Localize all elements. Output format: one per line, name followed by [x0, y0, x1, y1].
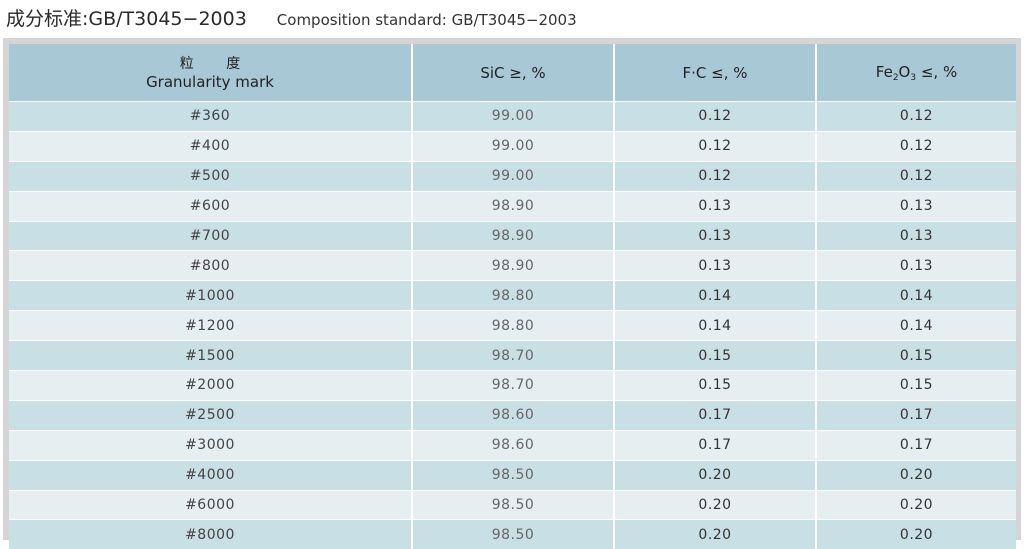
fe2o3-cell: 0.15: [816, 341, 1016, 371]
column-header-granularity-en: Granularity mark: [9, 73, 411, 91]
column-header-granularity: 粒 度 Granularity mark: [9, 44, 412, 102]
fc-cell: 0.13: [614, 191, 816, 221]
sic-cell: 98.50: [412, 520, 614, 549]
fe2o3-suffix: ≤, %: [916, 63, 957, 81]
fe2o3-cell: 0.13: [816, 221, 1016, 251]
fe2o3-cell: 0.20: [816, 490, 1016, 520]
sic-cell: 98.60: [412, 400, 614, 430]
fc-cell: 0.14: [614, 311, 816, 341]
sic-cell: 98.90: [412, 191, 614, 221]
fe2o3-cell: 0.14: [816, 311, 1016, 341]
sic-cell: 98.50: [412, 460, 614, 490]
mark-cell: #3000: [9, 430, 412, 460]
fe2o3-cell: 0.20: [816, 520, 1016, 549]
sic-cell: 98.80: [412, 281, 614, 311]
fe2o3-fe: Fe: [876, 63, 893, 81]
sic-cell: 98.50: [412, 490, 614, 520]
fe2o3-cell: 0.13: [816, 191, 1016, 221]
fc-cell: 0.13: [614, 221, 816, 251]
title-bar: 成分标准:GB/T3045−2003 Composition standard:…: [6, 4, 577, 32]
sic-cell: 98.70: [412, 341, 614, 371]
column-header-sic: SiC ≥, %: [412, 44, 614, 102]
mark-cell: #1000: [9, 281, 412, 311]
fc-cell: 0.20: [614, 490, 816, 520]
fc-cell: 0.20: [614, 460, 816, 490]
fe2o3-cell: 0.20: [816, 460, 1016, 490]
fe2o3-cell: 0.14: [816, 281, 1016, 311]
fc-cell: 0.15: [614, 341, 816, 371]
mark-cell: #800: [9, 251, 412, 281]
fc-cell: 0.12: [614, 131, 816, 161]
mark-cell: #8000: [9, 520, 412, 549]
column-header-fc: F·C ≤, %: [614, 44, 816, 102]
fc-cell: 0.12: [614, 161, 816, 191]
mark-cell: #6000: [9, 490, 412, 520]
mark-cell: #2000: [9, 371, 412, 401]
mark-cell: #4000: [9, 460, 412, 490]
fe2o3-cell: 0.15: [816, 371, 1016, 401]
fc-cell: 0.17: [614, 400, 816, 430]
fe2o3-o: O: [899, 63, 911, 81]
sic-cell: 98.60: [412, 430, 614, 460]
mark-cell: #1200: [9, 311, 412, 341]
fc-cell: 0.13: [614, 251, 816, 281]
fe2o3-cell: 0.17: [816, 400, 1016, 430]
fc-cell: 0.17: [614, 430, 816, 460]
sic-cell: 99.00: [412, 131, 614, 161]
fc-cell: 0.14: [614, 281, 816, 311]
fe2o3-cell: 0.12: [816, 161, 1016, 191]
mark-cell: #360: [9, 102, 412, 132]
fe2o3-cell: 0.17: [816, 430, 1016, 460]
composition-table: 粒 度 Granularity mark SiC ≥, % F·C ≤, % F…: [9, 44, 1016, 549]
sic-cell: 98.90: [412, 221, 614, 251]
composition-table-frame: 粒 度 Granularity mark SiC ≥, % F·C ≤, % F…: [3, 38, 1021, 540]
sic-cell: 98.80: [412, 311, 614, 341]
table-header: 粒 度 Granularity mark SiC ≥, % F·C ≤, % F…: [9, 44, 1016, 102]
sic-cell: 99.00: [412, 102, 614, 132]
sic-cell: 99.00: [412, 161, 614, 191]
fc-cell: 0.15: [614, 371, 816, 401]
column-header-fe2o3: Fe2O3 ≤, %: [816, 44, 1016, 102]
mark-cell: #2500: [9, 400, 412, 430]
page-title-en: Composition standard: GB/T3045−2003: [277, 11, 577, 29]
mark-cell: #600: [9, 191, 412, 221]
fc-cell: 0.12: [614, 102, 816, 132]
mark-cell: #400: [9, 131, 412, 161]
header-row: 粒 度 Granularity mark SiC ≥, % F·C ≤, % F…: [9, 44, 1016, 102]
mark-cell: #1500: [9, 341, 412, 371]
mark-cell: #500: [9, 161, 412, 191]
fc-cell: 0.20: [614, 520, 816, 549]
sic-cell: 98.90: [412, 251, 614, 281]
fe2o3-cell: 0.12: [816, 102, 1016, 132]
column-header-granularity-cn: 粒 度: [23, 55, 411, 73]
fe2o3-cell: 0.13: [816, 251, 1016, 281]
mark-cell: #700: [9, 221, 412, 251]
sic-cell: 98.70: [412, 371, 614, 401]
fe2o3-cell: 0.12: [816, 131, 1016, 161]
page-title-cn: 成分标准:GB/T3045−2003: [6, 4, 247, 31]
